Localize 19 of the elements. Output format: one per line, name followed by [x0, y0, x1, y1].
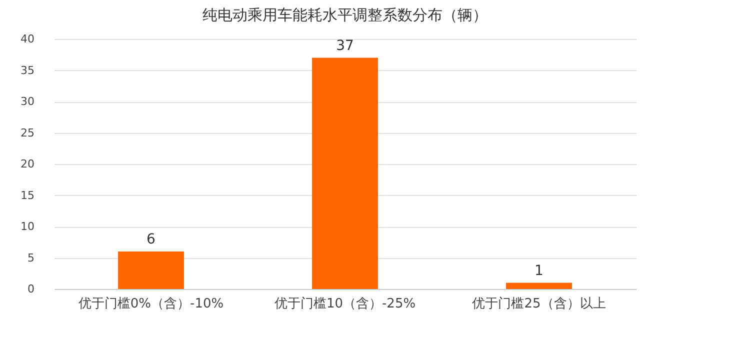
x-tick-label: 优于门槛0%（含）-10% [78, 296, 224, 312]
chart-title: 纯电动乘用车能耗水平调整系数分布（辆） [202, 6, 488, 24]
y-tick-label: 0 [28, 282, 34, 296]
bar [118, 252, 184, 289]
y-tick-label: 25 [20, 126, 34, 140]
x-tick-label: 优于门槛25（含）以上 [472, 296, 606, 312]
y-tick-label: 15 [20, 188, 34, 202]
data-label: 6 [146, 232, 156, 248]
y-tick-label: 35 [20, 64, 34, 77]
data-label: 37 [336, 38, 354, 54]
y-tick-label: 5 [28, 251, 34, 264]
y-tick-label: 40 [20, 32, 34, 46]
data-label: 1 [534, 262, 544, 279]
y-tick-label: 10 [20, 220, 34, 233]
bar [506, 282, 572, 289]
x-tick-label: 优于门槛10（含）-25% [274, 296, 416, 312]
y-tick-label: 30 [20, 95, 34, 108]
bar [312, 58, 378, 289]
y-tick-label: 20 [20, 158, 34, 170]
